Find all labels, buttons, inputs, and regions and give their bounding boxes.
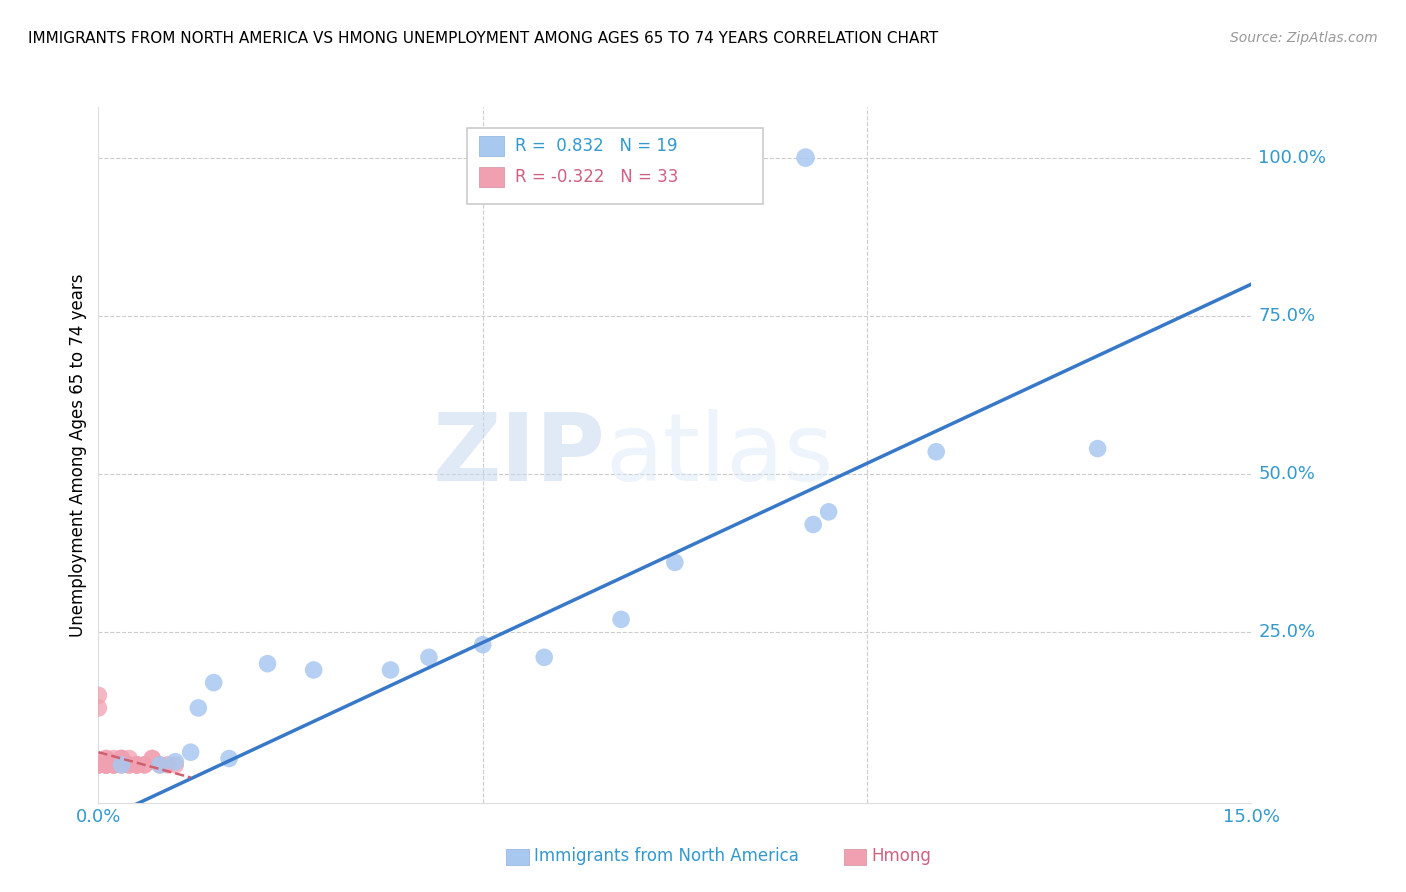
Point <box>165 757 187 772</box>
Point <box>165 755 187 769</box>
Text: R = -0.322   N = 33: R = -0.322 N = 33 <box>515 168 679 186</box>
Point <box>110 751 132 765</box>
Point <box>471 638 494 652</box>
Point <box>380 663 402 677</box>
Point <box>87 701 110 715</box>
Point <box>110 751 132 765</box>
Point <box>94 751 117 765</box>
Point <box>110 751 132 765</box>
Point <box>87 757 110 772</box>
Point <box>302 663 325 677</box>
Text: Source: ZipAtlas.com: Source: ZipAtlas.com <box>1230 31 1378 45</box>
Text: atlas: atlas <box>606 409 834 501</box>
Point <box>118 757 141 772</box>
Point <box>801 517 824 532</box>
Point <box>87 688 110 702</box>
Point <box>125 757 148 772</box>
Point <box>110 757 132 772</box>
Point <box>125 757 148 772</box>
Point <box>794 151 817 165</box>
Text: R =  0.832   N = 19: R = 0.832 N = 19 <box>515 136 678 154</box>
Point <box>94 757 117 772</box>
Point <box>94 757 117 772</box>
Point <box>418 650 440 665</box>
Point <box>87 757 110 772</box>
Point <box>187 701 209 715</box>
Text: Immigrants from North America: Immigrants from North America <box>534 847 799 865</box>
Point <box>533 650 555 665</box>
Point <box>817 505 839 519</box>
Text: Hmong: Hmong <box>872 847 932 865</box>
Point <box>610 612 633 626</box>
Point <box>125 757 148 772</box>
Text: IMMIGRANTS FROM NORTH AMERICA VS HMONG UNEMPLOYMENT AMONG AGES 65 TO 74 YEARS CO: IMMIGRANTS FROM NORTH AMERICA VS HMONG U… <box>28 31 938 46</box>
Text: 25.0%: 25.0% <box>1258 623 1316 641</box>
Point <box>110 757 132 772</box>
Point <box>103 751 125 765</box>
Text: 50.0%: 50.0% <box>1258 465 1315 483</box>
Point <box>156 757 179 772</box>
Point <box>141 751 163 765</box>
Point <box>149 757 172 772</box>
Text: 100.0%: 100.0% <box>1258 149 1326 167</box>
Point <box>180 745 202 759</box>
Point <box>141 751 163 765</box>
Point <box>256 657 278 671</box>
Point <box>103 757 125 772</box>
Point <box>1087 442 1109 456</box>
Point <box>94 757 117 772</box>
Point <box>94 757 117 772</box>
Y-axis label: Unemployment Among Ages 65 to 74 years: Unemployment Among Ages 65 to 74 years <box>69 273 87 637</box>
Point <box>149 757 172 772</box>
Point <box>103 757 125 772</box>
Point <box>664 556 686 570</box>
Point <box>103 757 125 772</box>
Point <box>87 757 110 772</box>
Point <box>118 751 141 765</box>
Point <box>218 751 240 765</box>
Point <box>925 444 948 458</box>
Point <box>134 757 156 772</box>
Text: 75.0%: 75.0% <box>1258 307 1316 325</box>
Point <box>118 757 141 772</box>
Point <box>94 757 117 772</box>
Point <box>202 675 225 690</box>
Point <box>94 751 117 765</box>
Point <box>134 757 156 772</box>
Text: ZIP: ZIP <box>433 409 606 501</box>
